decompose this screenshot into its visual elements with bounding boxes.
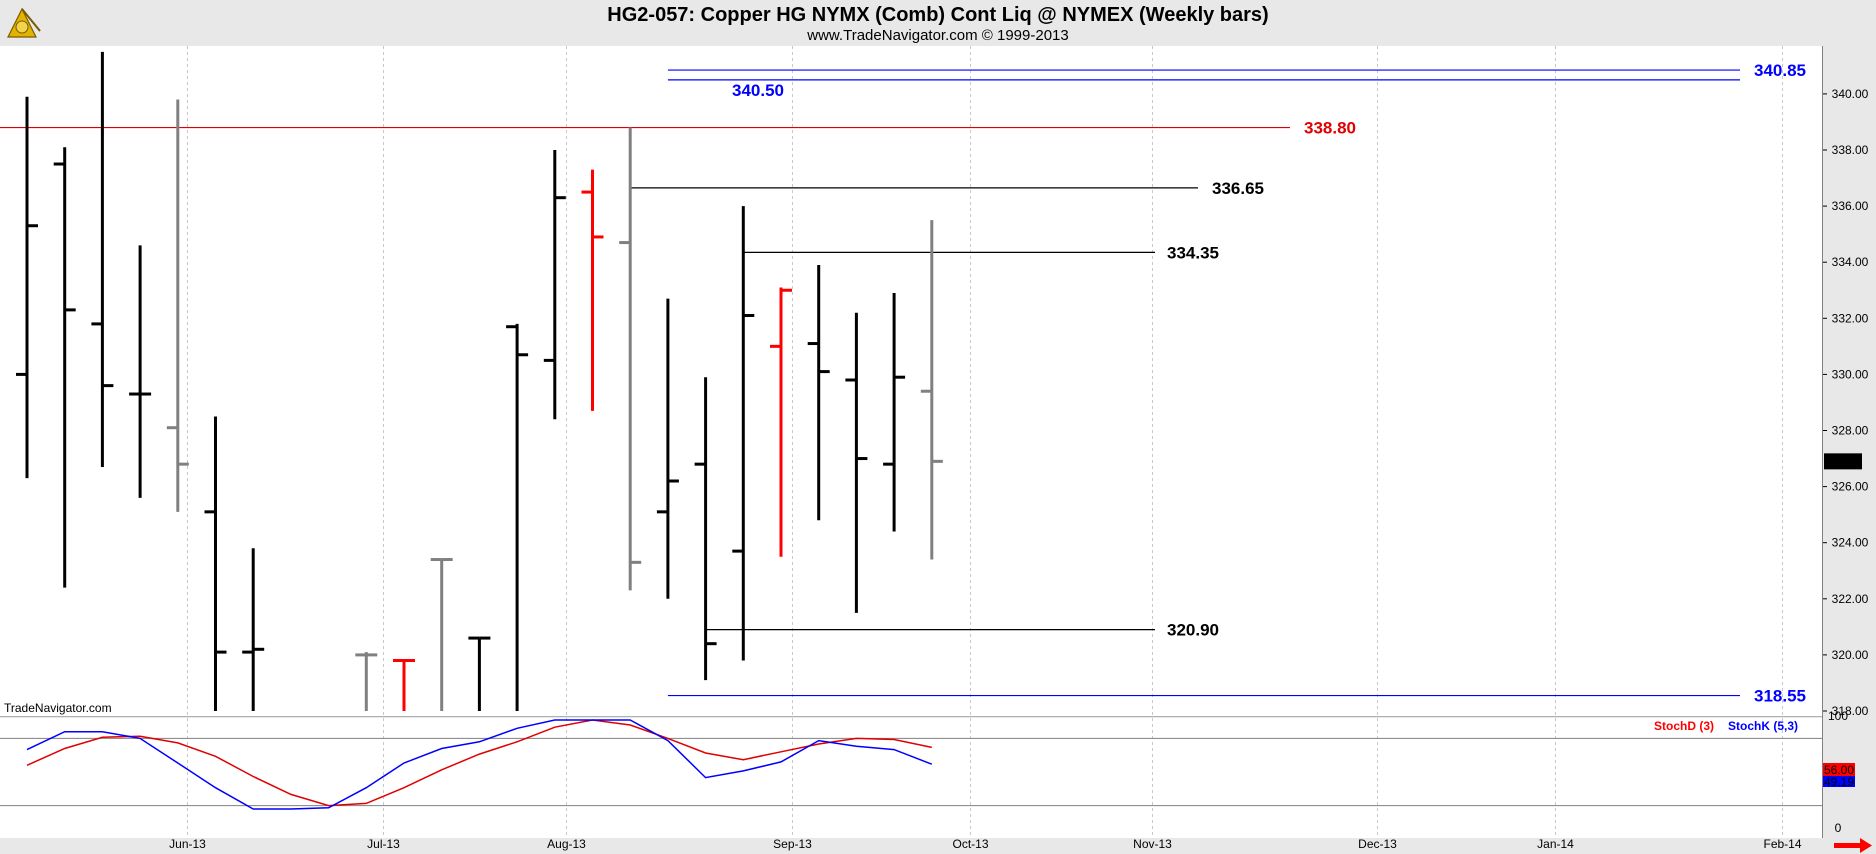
legend-stochd: StochD (3) xyxy=(1654,719,1714,733)
y-tick-label: 328.00 xyxy=(1832,424,1869,438)
x-tick-label: Dec-13 xyxy=(1358,837,1397,851)
price-level-label: 318.55 xyxy=(1754,687,1806,706)
price-level-label: 334.35 xyxy=(1167,243,1219,262)
stochastic-line xyxy=(26,719,933,810)
x-tick-label: Feb-14 xyxy=(1763,837,1801,851)
price-level-label: 320.90 xyxy=(1167,621,1219,640)
last-price-label: 326.90 xyxy=(1825,454,1862,468)
stochk-last-label: 49.19 xyxy=(1824,775,1854,789)
stochk-last-marker xyxy=(1823,776,1855,787)
y-tick-label: 340.00 xyxy=(1832,87,1869,101)
stochd-last-marker xyxy=(1823,763,1855,776)
y-tick-label: 318.00 xyxy=(1832,704,1869,718)
price-axis: 318.00 320.00 322.00 324.00 326.00 328.00 330.… xyxy=(1822,87,1869,718)
price-level-label: 340.85 xyxy=(1754,61,1806,80)
price-level-label: 336.65 xyxy=(1212,179,1264,198)
y-tick-label: 332.00 xyxy=(1832,311,1869,325)
y-tick-label: 336.00 xyxy=(1832,199,1869,213)
time-axis: Jun-13 Jul-13 Aug-13 Sep-13 Oct-13 Nov-13 Dec-… xyxy=(169,837,1802,851)
price-level-label: 338.80 xyxy=(1304,119,1356,138)
x-tick-label: Oct-13 xyxy=(952,837,988,851)
y-tick-label: 330.00 xyxy=(1832,367,1869,381)
x-tick-label: Jan-14 xyxy=(1537,837,1574,851)
stochd-last-label: 56.00 xyxy=(1824,763,1854,777)
legend-stochk: StochK (5,3) xyxy=(1728,719,1798,733)
sextant-logo-icon xyxy=(7,7,41,38)
y-tick-label: 334.00 xyxy=(1832,255,1869,269)
stochastic-panel xyxy=(0,718,1822,838)
stochastic-line xyxy=(26,719,932,807)
stochastic-lines xyxy=(0,719,1822,810)
price-levels: 340.85 340.50 338.80 336.65 334.35 320.90 318.… xyxy=(0,61,1806,706)
y-tick-label: 322.00 xyxy=(1832,592,1869,606)
stochastic-tick-label: 100 xyxy=(1828,709,1848,723)
x-tick-label: Sep-13 xyxy=(773,837,812,851)
y-tick-label: 324.00 xyxy=(1832,536,1869,550)
price-panel xyxy=(0,46,1822,716)
x-tick-label: Jun-13 xyxy=(169,837,206,851)
scroll-right-arrow-icon[interactable] xyxy=(1834,838,1872,853)
last-price-marker xyxy=(1824,453,1862,470)
x-tick-label: Aug-13 xyxy=(547,837,586,851)
y-tick-label: 326.00 xyxy=(1832,480,1869,494)
y-tick-label: 320.00 xyxy=(1832,648,1869,662)
chart-title: HG2-057: Copper HG NYMX (Comb) Cont Liq … xyxy=(607,4,1268,26)
stochastic-tick-label: 0 xyxy=(1835,821,1842,835)
ohlc-bars xyxy=(16,51,943,711)
y-tick-label: 338.00 xyxy=(1832,143,1869,157)
chart-subtitle: www.TradeNavigator.com © 1999-2013 xyxy=(806,27,1068,44)
watermark: TradeNavigator.com xyxy=(4,701,112,715)
x-tick-label: Nov-13 xyxy=(1133,837,1172,851)
price-level-label: 340.50 xyxy=(732,81,784,100)
x-tick-label: Jul-13 xyxy=(367,837,400,851)
